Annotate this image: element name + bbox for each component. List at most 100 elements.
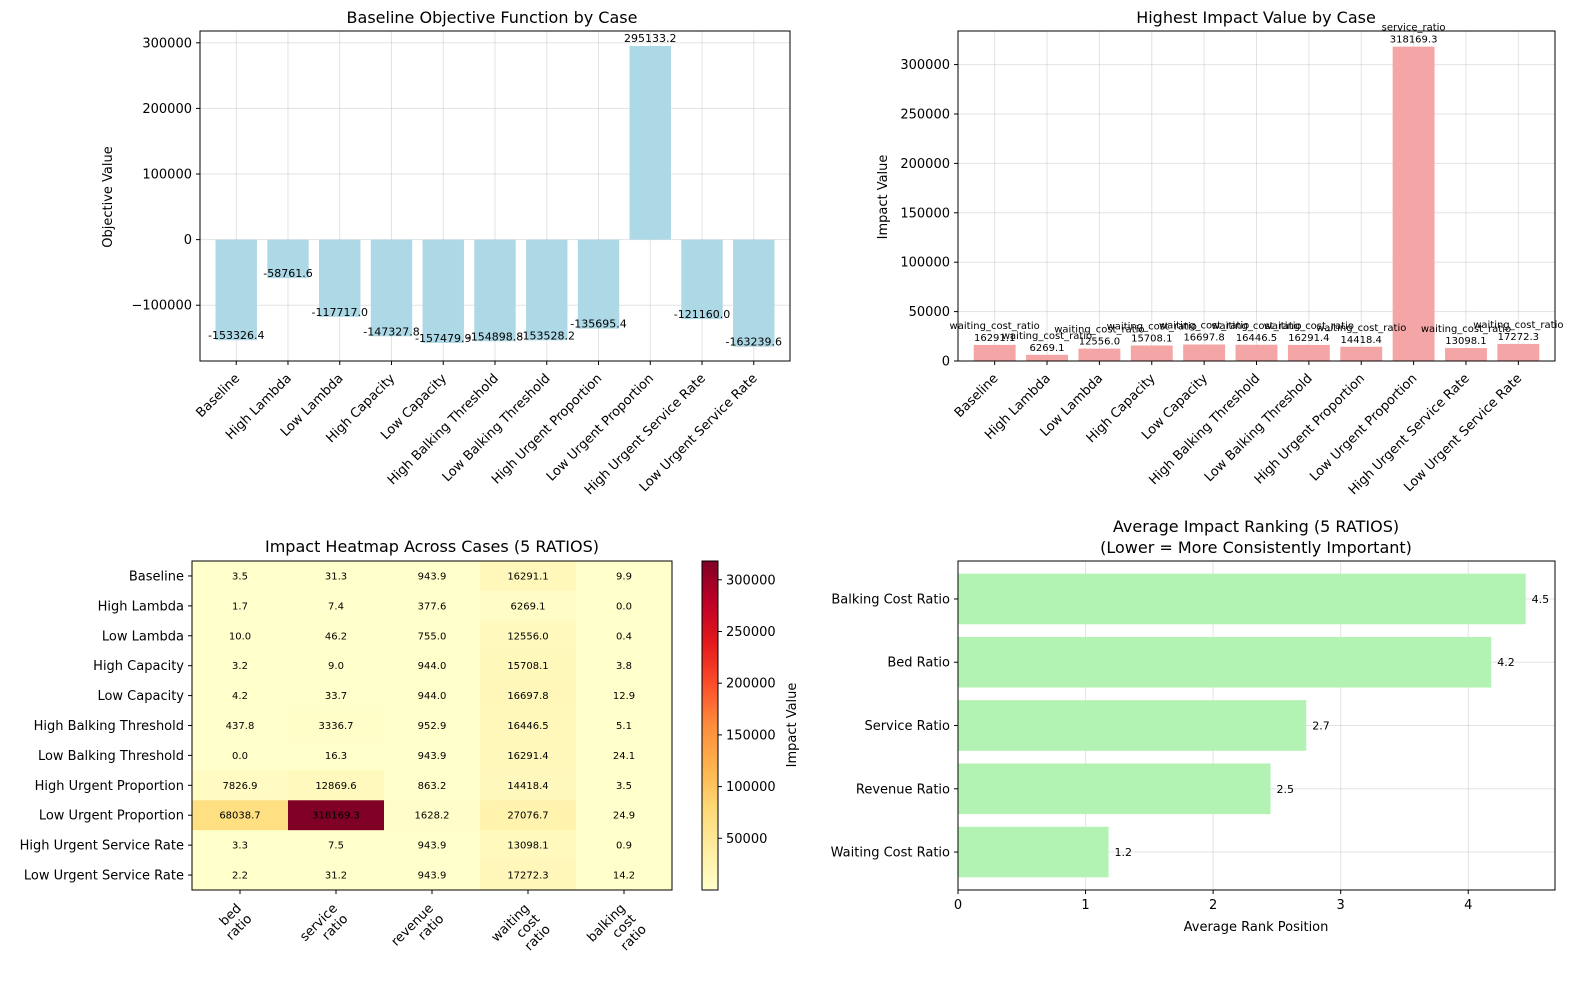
p-objective-bar xyxy=(319,239,361,317)
heatmap-cell-value: 3336.7 xyxy=(319,721,354,732)
ranking-value-label: 2.5 xyxy=(1277,783,1295,796)
p-objective-value-label: -135695.4 xyxy=(570,318,626,331)
colorbar-tick-label: 300000 xyxy=(726,573,776,588)
impact-plot-frame xyxy=(957,30,1556,362)
heatmap-cell-value: 943.9 xyxy=(418,841,447,852)
heatmap-cell xyxy=(384,561,481,592)
p-objective-value-label: -147327.8 xyxy=(363,325,419,338)
heatmap-cell xyxy=(192,650,289,682)
heatmap-cell xyxy=(192,620,289,652)
heatmap-cell xyxy=(384,650,481,682)
p-impact-ytick-label: 0 xyxy=(942,355,950,370)
p-impact-bar xyxy=(1287,344,1330,361)
heatmap-cell-value: 15708.1 xyxy=(507,661,548,672)
heatmap-cell xyxy=(192,830,289,861)
ranking-xtick-label: 4 xyxy=(1464,898,1472,913)
heatmap-cell xyxy=(480,830,577,861)
p-objective-bar xyxy=(577,239,620,329)
p-impact-ytick-label: 300000 xyxy=(900,58,950,73)
p-impact-bar xyxy=(1235,344,1278,361)
heatmap-cell xyxy=(384,710,481,741)
p-objective-bar xyxy=(267,239,309,279)
p-impact-bar xyxy=(1026,354,1068,361)
heatmap-cell xyxy=(384,770,481,801)
ranking-chart-title: Average Impact Ranking (5 RATIOS) xyxy=(1113,517,1399,536)
heatmap-cell-value: 16.3 xyxy=(325,751,347,762)
p-impact-value-label: 17272.3 xyxy=(1498,332,1539,343)
heatmap-cell xyxy=(576,680,673,712)
heatmap-cell xyxy=(480,620,577,652)
ranking-category-label: Balking Cost Ratio xyxy=(831,592,950,607)
heatmap-cell xyxy=(288,830,385,861)
heatmap-cell-value: 377.6 xyxy=(418,601,447,612)
heatmap-cell-value: 16697.8 xyxy=(507,691,548,702)
heatmap-cell-value: 6269.1 xyxy=(511,601,546,612)
heatmap-cell-value: 3.2 xyxy=(232,661,248,672)
heatmap-cell-value: 3.8 xyxy=(616,661,632,672)
p-objective-value-label: -154898.8 xyxy=(467,330,523,343)
p-impact-bar xyxy=(1130,345,1173,361)
heatmap-cell xyxy=(288,620,385,652)
heatmap-cell xyxy=(576,830,673,861)
heatmap-cell xyxy=(288,590,385,622)
ranking-value-label: 1.2 xyxy=(1115,846,1133,859)
p-objective-value-label: -153326.4 xyxy=(208,329,264,342)
p-impact-ytick-label: 200000 xyxy=(900,157,950,172)
heatmap-cell xyxy=(480,770,577,801)
heatmap-cell-value: 12.9 xyxy=(613,691,635,702)
heatmap-cell-value: 0.0 xyxy=(616,601,632,612)
heatmap-cell-value: 3.3 xyxy=(232,841,248,852)
ranking-plot-frame xyxy=(957,560,1556,891)
heatmap-cell xyxy=(192,680,289,712)
p-objective-bar xyxy=(370,239,413,337)
heatmap-cell-value: 2.2 xyxy=(232,871,248,882)
ranking-bar xyxy=(958,636,1492,688)
heatmap-row-label: High Urgent Proportion xyxy=(35,779,184,794)
heatmap-cell-value: 16291.1 xyxy=(507,571,548,582)
heatmap-cell xyxy=(576,620,673,652)
heatmap-cell xyxy=(384,680,481,712)
p-objective-value-label: -121160.0 xyxy=(674,308,730,321)
heatmap-row-label: Baseline xyxy=(129,569,184,584)
colorbar-tick-label: 100000 xyxy=(726,780,776,795)
p-objective-bar xyxy=(681,239,723,320)
heatmap-cell xyxy=(576,740,673,771)
impact-chart-title: Highest Impact Value by Case xyxy=(1136,8,1376,27)
heatmap-cell-value: 31.2 xyxy=(325,871,347,882)
heatmap-cell xyxy=(576,770,673,801)
p-objective-ytick-label: −100000 xyxy=(131,299,192,314)
p-objective-bar xyxy=(733,239,775,347)
heatmap-cell-value: 1.7 xyxy=(232,601,248,612)
heatmap-row-label: Low Balking Threshold xyxy=(38,749,184,764)
heatmap-cell-value: 9.9 xyxy=(616,571,632,582)
p-impact-ratio-label: waiting_cost_ratio xyxy=(1264,321,1354,332)
heatmap-cell xyxy=(288,770,385,801)
heatmap-cell xyxy=(480,740,577,771)
heatmap-cell xyxy=(288,650,385,682)
heatmap-cell xyxy=(480,590,577,622)
heatmap-cell-value: 68038.7 xyxy=(219,811,260,822)
ranking-xtick-label: 0 xyxy=(954,898,962,913)
heatmap-cell-value: 952.9 xyxy=(418,721,447,732)
objective-y-axis-label: Objective Value xyxy=(101,146,116,247)
heatmap-cell-value: 33.7 xyxy=(325,691,347,702)
p-impact-bar xyxy=(1340,346,1383,361)
p-objective-value-label: 295133.2 xyxy=(624,32,677,45)
heatmap-chart: Impact Heatmap Across Cases (5 RATIOS) 3… xyxy=(20,537,800,954)
heatmap-cell-value: 17272.3 xyxy=(507,871,548,882)
heatmap-row-label: Low Capacity xyxy=(97,689,184,704)
heatmap-chart-title: Impact Heatmap Across Cases (5 RATIOS) xyxy=(265,537,599,556)
p-impact-ratio-label: waiting_cost_ratio xyxy=(1473,320,1563,331)
heatmap-row-label: High Lambda xyxy=(98,599,184,614)
heatmap-cell-value: 14.2 xyxy=(613,871,635,882)
heatmap-cell xyxy=(384,620,481,652)
p-impact-ratio-label: waiting_cost_ratio xyxy=(1002,331,1092,342)
p-impact-value-label: 14418.4 xyxy=(1341,335,1382,346)
heatmap-row-label: High Urgent Service Rate xyxy=(20,839,184,854)
ranking-value-label: 4.5 xyxy=(1532,593,1550,606)
heatmap-cell xyxy=(576,800,673,831)
p-impact-bar xyxy=(973,344,1016,361)
heatmap-cell xyxy=(576,650,673,682)
heatmap-cell xyxy=(480,800,577,831)
heatmap-cell-value: 16291.4 xyxy=(507,751,548,762)
